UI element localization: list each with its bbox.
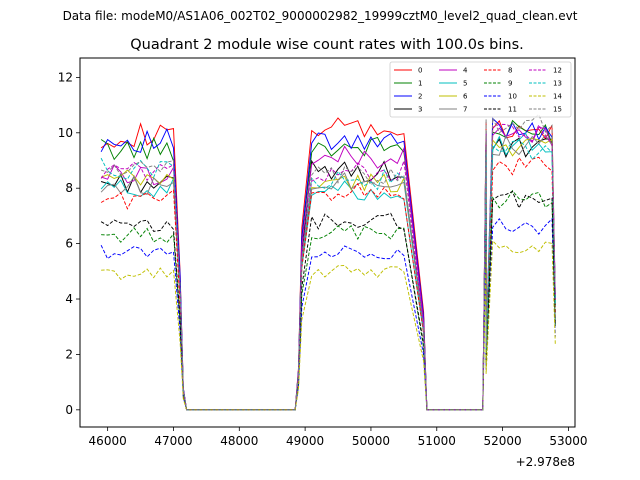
y-tick-label: 2 xyxy=(65,347,73,361)
x-tick-label: 46000 xyxy=(89,434,127,448)
x-offset-label: +2.978e8 xyxy=(516,455,575,469)
series-line-5 xyxy=(100,132,556,411)
legend-label-4: 4 xyxy=(463,67,468,75)
series-line-10 xyxy=(100,217,556,411)
series-line-7 xyxy=(100,134,556,411)
legend-label-11: 11 xyxy=(508,106,517,114)
chart-title: Quadrant 2 module wise count rates with … xyxy=(130,37,524,53)
x-tick-label: 50000 xyxy=(352,434,390,448)
y-tick-label: 10 xyxy=(58,126,73,140)
legend-label-14: 14 xyxy=(553,93,562,101)
x-tick-label: 48000 xyxy=(220,434,258,448)
x-tick-label: 49000 xyxy=(286,434,324,448)
series-line-14 xyxy=(101,239,556,411)
x-tick-label: 47000 xyxy=(154,434,192,448)
y-tick-label: 8 xyxy=(65,181,73,195)
y-tick-label: 0 xyxy=(65,403,73,417)
legend-box xyxy=(389,61,572,118)
legend-label-7: 7 xyxy=(463,106,467,114)
series-line-2 xyxy=(100,117,556,411)
legend-label-13: 13 xyxy=(553,80,562,88)
x-tick-label: 53000 xyxy=(549,434,587,448)
legend-label-5: 5 xyxy=(463,80,467,88)
series-line-8 xyxy=(100,156,556,411)
series-line-4 xyxy=(100,126,556,411)
y-tick-label: 6 xyxy=(65,237,73,251)
series-line-11 xyxy=(100,190,556,411)
series-line-13 xyxy=(100,139,556,411)
legend-label-8: 8 xyxy=(508,67,512,75)
y-tick-label: 4 xyxy=(65,292,73,306)
legend-label-10: 10 xyxy=(508,93,517,101)
x-tick-label: 52000 xyxy=(483,434,521,448)
series-line-15 xyxy=(100,113,556,411)
legend-label-15: 15 xyxy=(553,106,562,114)
suptitle: Data file: modeM0/AS1A06_002T02_90000029… xyxy=(63,9,578,23)
legend-label-9: 9 xyxy=(508,80,512,88)
series-line-1 xyxy=(100,119,556,411)
series-line-9 xyxy=(101,189,556,411)
legend-label-1: 1 xyxy=(418,80,422,88)
legend-label-6: 6 xyxy=(463,93,468,101)
legend-label-3: 3 xyxy=(418,106,422,114)
legend-label-2: 2 xyxy=(418,93,422,101)
legend-label-12: 12 xyxy=(553,67,562,75)
legend-label-0: 0 xyxy=(418,67,422,75)
y-tick-label: 12 xyxy=(58,70,73,84)
series-line-12 xyxy=(100,123,556,411)
plot-frame xyxy=(79,57,576,428)
x-tick-label: 51000 xyxy=(418,434,456,448)
